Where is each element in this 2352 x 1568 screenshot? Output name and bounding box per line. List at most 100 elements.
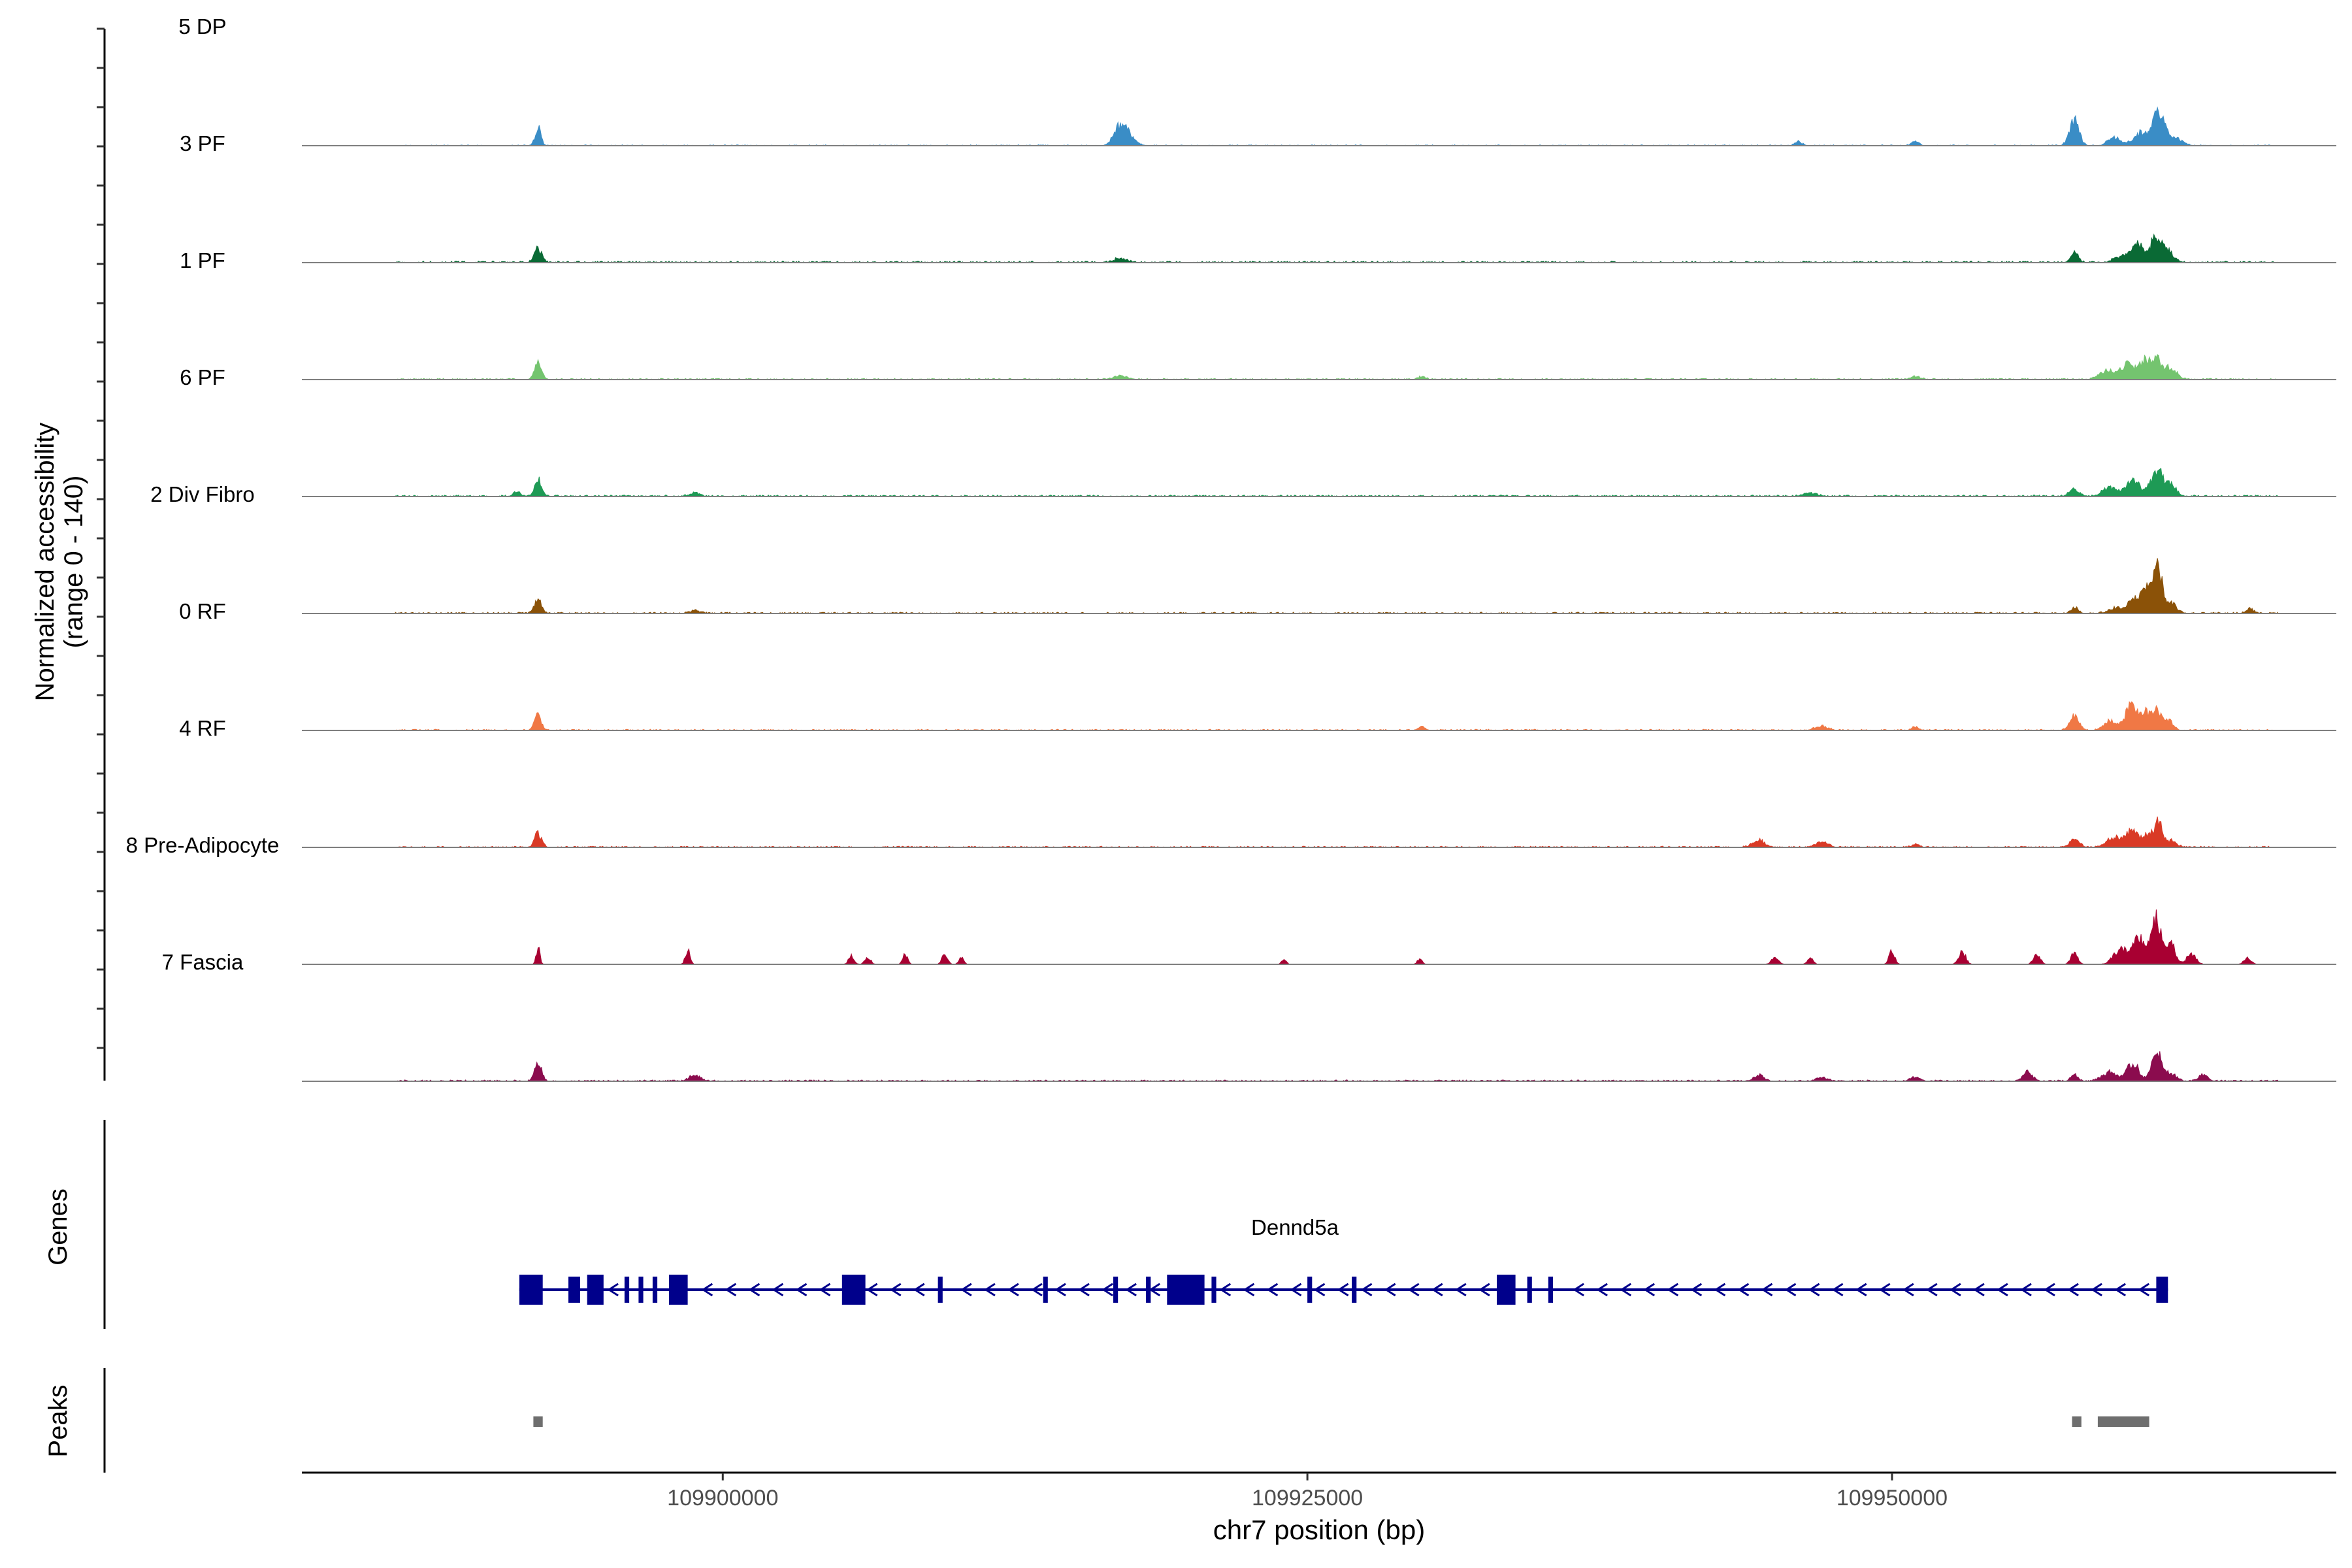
strand-arrow — [1808, 1282, 1820, 1297]
strand-arrow — [2138, 1282, 2150, 1297]
gene-exon — [1352, 1277, 1357, 1303]
peaks-panel-label: Peaks — [44, 1384, 73, 1457]
gene-exon — [587, 1275, 604, 1305]
strand-arrow — [1360, 1282, 1373, 1297]
x-axis-label: chr7 position (bp) — [1213, 1514, 1426, 1545]
strand-arrow — [1384, 1282, 1396, 1297]
peak-regions — [533, 1416, 2149, 1427]
gene-exon — [1167, 1275, 1205, 1305]
gene-exon — [2156, 1277, 2168, 1303]
strand-arrow — [748, 1282, 760, 1297]
strand-arrow — [960, 1282, 972, 1297]
strand-arrow — [1950, 1282, 1961, 1297]
strand-arrow — [1737, 1282, 1750, 1297]
track-0-rf: 0 RF — [179, 599, 2336, 731]
coverage-y-ticks — [97, 27, 105, 1049]
strand-arrow — [1667, 1282, 1679, 1297]
strand-arrow — [1620, 1282, 1632, 1297]
x-tick-label: 109900000 — [667, 1486, 778, 1511]
strand-arrow — [1407, 1282, 1420, 1297]
strand-arrow — [1903, 1282, 1914, 1297]
x-tick-label: 109925000 — [1252, 1486, 1363, 1511]
strand-arrow — [1031, 1282, 1043, 1297]
track-label: 7 Fascia — [162, 950, 244, 974]
track-3-pf: 3 PF — [180, 131, 2336, 263]
gene-exon — [1211, 1277, 1217, 1303]
x-tick-label: 109950000 — [1837, 1486, 1948, 1511]
strand-arrow — [1855, 1282, 1867, 1297]
coverage-tracks: 5 DP 3 PF 1 PF 6 PF 2 Div Fibro 0 RF 4 RF 8 Pre… — [126, 14, 2336, 1082]
strand-arrow — [2114, 1282, 2127, 1297]
strand-arrow — [772, 1282, 784, 1297]
track-2-div-fibro: 2 Div Fibro — [150, 482, 2336, 614]
gene-exon — [638, 1277, 644, 1303]
gene-name-label: Dennd5a — [1251, 1215, 1339, 1239]
gene-exon — [652, 1277, 658, 1303]
strand-arrow — [1054, 1282, 1066, 1297]
gene-exon — [568, 1277, 580, 1303]
strand-arrow — [1313, 1282, 1326, 1297]
track-label: 6 PF — [180, 365, 225, 389]
strand-arrow — [2020, 1282, 2032, 1297]
strand-arrow — [1102, 1282, 1113, 1297]
track-label: 3 PF — [180, 131, 225, 155]
coverage-ylabel-line2: (range 0 - 140) — [59, 476, 88, 649]
strand-arrow — [1007, 1282, 1019, 1297]
strand-arrow — [1266, 1282, 1279, 1297]
track-label: 8 Pre-Adipocyte — [126, 833, 280, 857]
strand-arrow — [1831, 1282, 1844, 1297]
track-label: 5 DP — [178, 14, 226, 39]
strand-arrow — [1337, 1282, 1349, 1297]
strand-arrow — [1973, 1282, 1985, 1297]
track-label: 2 Div Fibro — [150, 482, 255, 506]
gene-exon — [1548, 1277, 1553, 1303]
track-1-pf: 1 PF — [180, 248, 2336, 380]
strand-arrow — [819, 1282, 831, 1297]
track-5-dp: 5 DP — [178, 14, 2336, 146]
gene-exon — [1497, 1275, 1516, 1305]
gene-exon — [841, 1275, 866, 1305]
strand-arrow — [1926, 1282, 1938, 1297]
strand-arrow — [1125, 1282, 1137, 1297]
strand-arrow — [1431, 1282, 1443, 1297]
gene-exon — [1043, 1277, 1048, 1303]
track-label: 1 PF — [180, 248, 225, 272]
coverage-y-axis — [97, 27, 106, 1081]
peak-region — [533, 1416, 543, 1427]
strand-arrow — [984, 1282, 996, 1297]
strand-arrow — [1243, 1282, 1255, 1297]
gene-exon — [669, 1275, 688, 1305]
strand-arrow — [2044, 1282, 2055, 1297]
strand-arrow — [725, 1282, 737, 1297]
track-label: 0 RF — [179, 599, 226, 623]
strand-arrow — [2067, 1282, 2079, 1297]
genes-panel-label: Genes — [44, 1188, 73, 1266]
strand-arrow — [1078, 1282, 1090, 1297]
strand-arrow — [795, 1282, 808, 1297]
strand-arrow — [1997, 1282, 2008, 1297]
track-6-pf: 6 PF — [180, 365, 2336, 497]
track-8-pre-adipocyte: 8 Pre-Adipocyte — [126, 833, 2336, 965]
track-4-rf: 4 RF — [179, 716, 2336, 848]
strand-arrow — [1643, 1282, 1656, 1297]
strand-arrow — [913, 1282, 925, 1297]
strand-arrow — [607, 1282, 619, 1297]
strand-arrow — [701, 1282, 713, 1297]
strand-arrow — [866, 1282, 878, 1297]
gene-exon — [1146, 1277, 1151, 1303]
strand-arrow — [1455, 1282, 1467, 1297]
strand-arrow — [1573, 1282, 1584, 1297]
strand-arrow — [1690, 1282, 1703, 1297]
strand-arrow — [1290, 1282, 1302, 1297]
gene-exon — [1113, 1277, 1119, 1303]
gene-exon — [1527, 1277, 1532, 1303]
strand-arrow — [1761, 1282, 1773, 1297]
strand-arrow — [1878, 1282, 1891, 1297]
strand-arrow — [1219, 1282, 1232, 1297]
coverage-ylabel-line1: Normalized accessibility — [31, 423, 59, 702]
gene-exon — [1307, 1277, 1313, 1303]
strand-arrow — [1596, 1282, 1608, 1297]
strand-arrow — [1714, 1282, 1726, 1297]
